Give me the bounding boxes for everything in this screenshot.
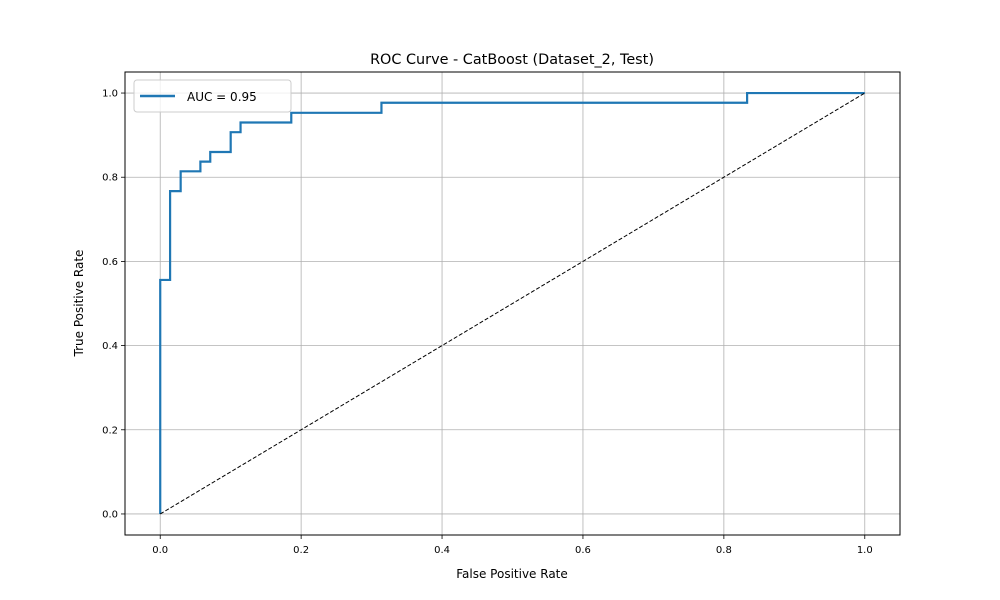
x-tick-label: 0.0: [152, 545, 168, 556]
x-tick-label: 0.4: [434, 545, 450, 556]
y-tick-label: 1.0: [102, 89, 118, 100]
x-tick-label: 1.0: [857, 545, 873, 556]
plot-frame: [124, 71, 901, 536]
grid: [125, 72, 900, 535]
chart-title: ROC Curve - CatBoost (Dataset_2, Test): [370, 52, 654, 68]
y-tick-label: 0.0: [102, 509, 118, 520]
legend-box: [133, 79, 292, 113]
y-axis-ticks: 0.0 0.2 0.4 0.6 0.8 1.0: [102, 89, 125, 520]
y-tick-label: 0.2: [102, 425, 118, 436]
x-tick-label: 0.6: [575, 545, 591, 556]
y-tick-label: 0.6: [102, 257, 118, 268]
legend: AUC = 0.95: [133, 79, 292, 113]
y-tick-label: 0.4: [102, 341, 118, 352]
x-tick-label: 0.2: [293, 545, 309, 556]
x-axis-title: False Positive Rate: [456, 567, 568, 581]
x-axis-ticks: 0.0 0.2 0.4 0.6 0.8 1.0: [152, 535, 873, 556]
roc-curve-line: [159, 91, 865, 514]
x-tick-label: 0.8: [716, 545, 732, 556]
plot-lines: [159, 91, 866, 515]
y-tick-label: 0.8: [102, 173, 118, 184]
reference-diagonal-line: [159, 92, 866, 515]
legend-label: AUC = 0.95: [187, 90, 257, 104]
y-axis-title: True Positive Rate: [72, 250, 86, 358]
